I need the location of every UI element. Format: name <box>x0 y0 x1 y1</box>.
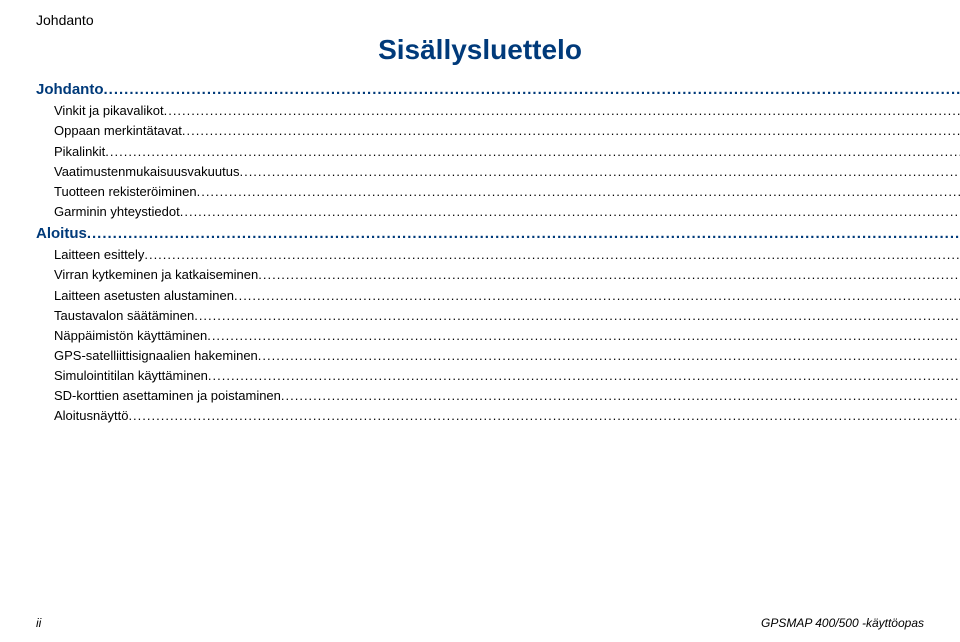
toc-columns: JohdantoiVinkit ja pikavalikotiOppaan me… <box>36 78 924 507</box>
toc-label: Näppäimistön käyttäminen <box>54 326 207 346</box>
toc-column-left: JohdantoiVinkit ja pikavalikotiOppaan me… <box>36 78 960 507</box>
toc-leader <box>239 162 960 182</box>
toc-label: Simulointitilan käyttäminen <box>54 366 208 386</box>
toc-label: SD-korttien asettaminen ja poistaminen <box>54 386 281 406</box>
toc-label: Taustavalon säätäminen <box>54 306 194 326</box>
toc-leader <box>164 101 960 121</box>
toc-leader <box>258 265 960 285</box>
toc-section: Johdantoi <box>36 78 960 101</box>
toc-entry: Vaatimustenmukaisuusvakuutusiv <box>36 162 960 182</box>
toc-leader <box>105 142 960 162</box>
toc-label: Aloitus <box>36 222 87 245</box>
toc-label: Laitteen asetusten alustaminen <box>54 286 234 306</box>
toc-label: Virran kytkeminen ja katkaiseminen <box>54 265 258 285</box>
toc-leader <box>197 182 960 202</box>
toc-leader <box>208 366 960 386</box>
toc-label: Pikalinkit <box>54 142 105 162</box>
toc-leader <box>128 406 960 426</box>
toc-entry: Tuotteen rekisteröimineniv <box>36 182 960 202</box>
toc-entry: Laitteen esittely1 <box>36 245 960 265</box>
page-title: Sisällysluettelo <box>36 34 924 66</box>
toc-entry: SD-korttien asettaminen ja poistaminen5 <box>36 386 960 406</box>
toc-leader <box>104 78 960 101</box>
toc-entry: Pikalinkiti <box>36 142 960 162</box>
toc-entry: Oppaan merkintätavati <box>36 121 960 141</box>
toc-entry: Vinkit ja pikavalikoti <box>36 101 960 121</box>
toc-label: GPS-satelliittisignaalien hakeminen <box>54 346 258 366</box>
page-footer: ii GPSMAP 400/500 -käyttöopas <box>36 616 924 630</box>
toc-entry: Simulointitilan käyttäminen5 <box>36 366 960 386</box>
toc-leader <box>234 286 960 306</box>
toc-label: Oppaan merkintätavat <box>54 121 182 141</box>
toc-leader <box>182 121 960 141</box>
toc-leader <box>258 346 960 366</box>
toc-label: Aloitusnäyttö <box>54 406 128 426</box>
toc-entry: GPS-satelliittisignaalien hakeminen5 <box>36 346 960 366</box>
toc-leader <box>180 202 960 222</box>
toc-entry: Laitteen asetusten alustaminen2 <box>36 286 960 306</box>
toc-label: Vaatimustenmukaisuusvakuutus <box>54 162 239 182</box>
footer-page-number: ii <box>36 616 41 630</box>
footer-doc-title: GPSMAP 400/500 -käyttöopas <box>761 616 924 630</box>
breadcrumb: Johdanto <box>36 12 924 28</box>
toc-label: Tuotteen rekisteröiminen <box>54 182 197 202</box>
toc-label: Vinkit ja pikavalikot <box>54 101 164 121</box>
toc-leader <box>281 386 960 406</box>
toc-label: Garminin yhteystiedot <box>54 202 180 222</box>
toc-leader <box>207 326 960 346</box>
toc-entry: Garminin yhteystiedotiv <box>36 202 960 222</box>
toc-section: Aloitus1 <box>36 222 960 245</box>
toc-entry: Näppäimistön käyttäminen4 <box>36 326 960 346</box>
toc-leader <box>144 245 960 265</box>
toc-leader <box>194 306 960 326</box>
toc-entry: Taustavalon säätäminen3 <box>36 306 960 326</box>
toc-label: Johdanto <box>36 78 104 101</box>
toc-label: Laitteen esittely <box>54 245 144 265</box>
toc-leader <box>87 222 960 245</box>
toc-entry: Aloitusnäyttö6 <box>36 406 960 426</box>
document-page: Johdanto Sisällysluettelo JohdantoiVinki… <box>0 0 960 642</box>
toc-entry: Virran kytkeminen ja katkaiseminen2 <box>36 265 960 285</box>
